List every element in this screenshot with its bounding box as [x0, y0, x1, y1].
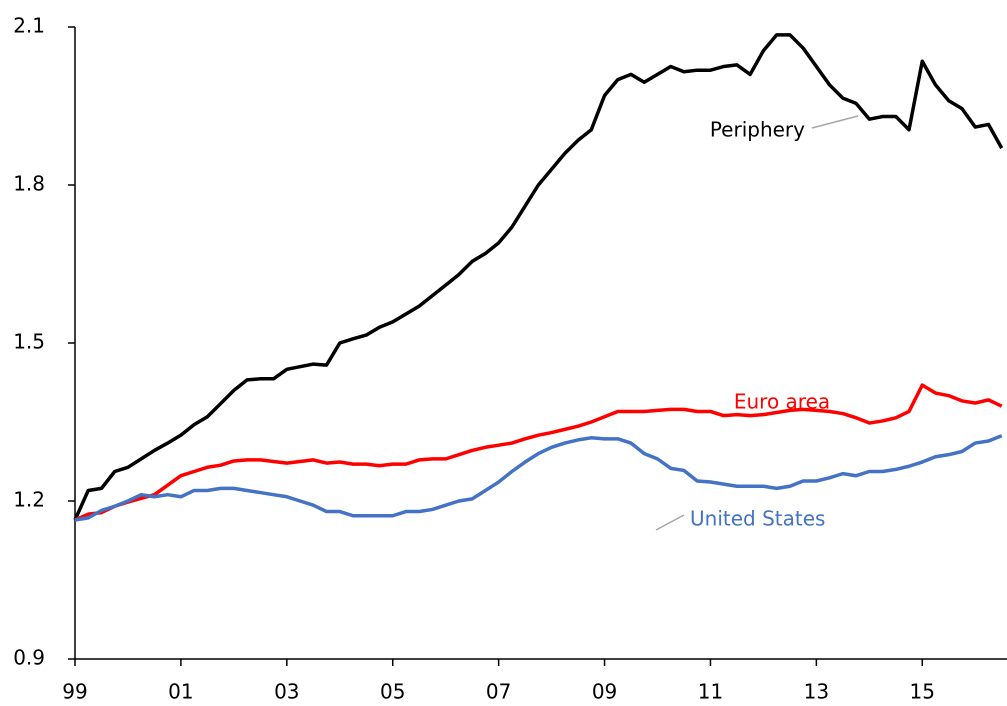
x-tick-label: 01: [168, 680, 193, 704]
y-tick-label: 0.9: [13, 646, 45, 670]
x-tick-label: 11: [698, 680, 723, 704]
x-tick-label: 99: [62, 680, 87, 704]
y-tick-label: 1.5: [13, 330, 45, 354]
series-label: Periphery: [710, 118, 805, 142]
series-line: [74, 434, 1003, 522]
y-tick-label: 1.2: [13, 488, 45, 512]
label-leader: [811, 115, 859, 129]
label-leader: [655, 514, 685, 531]
y-tick-label: 2.1: [13, 14, 45, 38]
series-line: [73, 33, 1004, 521]
series-line: [74, 383, 1003, 522]
x-tick-label: 13: [804, 680, 829, 704]
x-tick-label: 03: [274, 680, 299, 704]
x-tick-label: 15: [910, 680, 935, 704]
x-tick-label: 07: [486, 680, 511, 704]
axes: [74, 27, 1007, 660]
series-label: United States: [690, 507, 825, 531]
series-label: Euro area: [734, 390, 830, 414]
x-tick-label: 05: [380, 680, 405, 704]
y-tick-label: 1.8: [13, 172, 45, 196]
x-tick-label: 09: [592, 680, 617, 704]
